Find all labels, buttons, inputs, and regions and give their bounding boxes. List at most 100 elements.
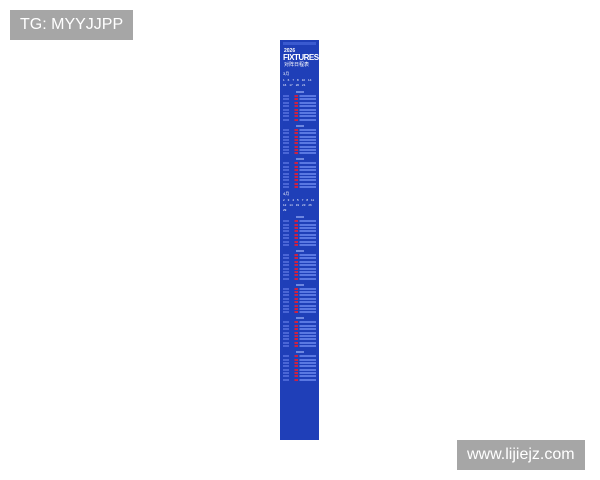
month-label: 4月: [283, 191, 290, 197]
fixture-block-header: [295, 216, 304, 219]
fixtures-poster: 2026 FIXTURES 对阵日程表 3月 1 6 7 8 10 14 16 17 20 21 4月…: [280, 40, 319, 440]
fixture-row: [283, 220, 316, 223]
fixture-row: [283, 375, 316, 378]
fixture-row: [283, 162, 316, 165]
month-sections: 3月 1 6 7 8 10 14 16 17 20 21 4月 2 3 4 5 7 8 11 12 14 19 23 26 29: [280, 71, 319, 381]
fixture-row: [283, 355, 316, 358]
fixture-block: [283, 249, 316, 280]
fixture-row: [283, 179, 316, 182]
match-day: 11: [311, 198, 315, 203]
fixture-row: [283, 358, 316, 361]
fixture-row: [283, 223, 316, 226]
fixture-row: [283, 138, 316, 141]
fixture-row: [283, 301, 316, 304]
fixture-row: [283, 165, 316, 168]
fixture-row: [283, 135, 316, 138]
fixture-row: [283, 128, 316, 131]
watermark-bottom-right: www.lijiejz.com: [457, 440, 585, 470]
match-day: 4: [292, 198, 295, 203]
fixture-row: [283, 338, 316, 341]
match-day: 20: [295, 83, 300, 87]
match-day: 12: [283, 203, 287, 208]
fixture-row: [283, 308, 316, 311]
fixture-row: [283, 105, 316, 108]
fixture-block: [283, 317, 316, 348]
fixture-row: [283, 297, 316, 300]
fixture-row: [283, 253, 316, 256]
fixture-row: [283, 145, 316, 148]
fixture-row: [283, 294, 316, 297]
fixture-row: [283, 115, 316, 118]
fixture-row: [283, 334, 316, 337]
fixture-row: [283, 186, 316, 189]
fixture-row: [283, 243, 316, 246]
fixture-row: [283, 274, 316, 277]
fixture-row: [283, 257, 316, 260]
fixture-row: [283, 149, 316, 152]
fixture-block: [283, 91, 316, 121]
match-day: 16: [283, 83, 287, 87]
fixture-row: [283, 95, 316, 97]
fixture-row: [283, 132, 316, 135]
fixture-row: [283, 108, 316, 111]
fixture-row: [283, 152, 316, 155]
month-section: 4月 2 3 4 5 7 8 11 12 14 19 23 26 29: [280, 191, 319, 381]
month-section: 3月 1 6 7 8 10 14 16 17 20 21: [280, 71, 319, 189]
match-day: 14: [289, 203, 293, 208]
fixture-row: [283, 172, 316, 175]
match-day: 3: [287, 198, 290, 203]
match-days: 1 6 7 8 10 14 16 17 20 21: [283, 78, 316, 87]
fixture-block-header: [295, 124, 304, 127]
match-day: 21: [302, 83, 306, 87]
fixture-row: [283, 264, 316, 267]
fixture-row: [283, 260, 316, 263]
fixture-row: [283, 230, 316, 233]
fixture-row: [283, 182, 316, 185]
fixture-row: [283, 287, 316, 290]
match-day: 2: [283, 198, 285, 203]
fixture-row: [283, 142, 316, 145]
poster-title: FIXTURES: [283, 53, 319, 62]
fixture-row: [283, 321, 316, 324]
fixture-row: [283, 240, 316, 243]
fixture-row: [283, 267, 316, 270]
match-day: 14: [308, 78, 312, 82]
fixture-block-header: [295, 283, 304, 286]
fixture-row: [283, 291, 316, 294]
fixture-row: [283, 101, 316, 104]
fixture-row: [283, 169, 316, 172]
fixture-row: [283, 118, 316, 121]
fixture-row: [283, 304, 316, 307]
fixture-row: [283, 365, 316, 368]
poster-year: 2026: [284, 48, 296, 54]
fixture-block: [283, 158, 316, 189]
fixture-row: [283, 237, 316, 240]
match-day: 5: [297, 198, 299, 203]
match-day: 8: [297, 78, 299, 82]
fixture-block-header: [295, 249, 304, 252]
fixture-row: [283, 233, 316, 236]
fixture-row: [283, 372, 316, 375]
match-day: 8: [306, 198, 309, 203]
fixture-row: [283, 341, 316, 344]
fixture-row: [283, 324, 316, 327]
match-day: 1: [283, 78, 285, 82]
watermark-top-left: TG: MYYJJPP: [10, 10, 134, 40]
match-day: 17: [289, 83, 293, 87]
match-day: 7: [301, 198, 304, 203]
fixture-block-header: [295, 158, 304, 161]
match-day: 23: [302, 203, 306, 208]
fixture-block: [283, 351, 316, 381]
fixture-row: [283, 361, 316, 364]
fixture-row: [283, 176, 316, 179]
fixture-block-header: [295, 91, 304, 93]
fixture-row: [283, 277, 316, 280]
fixture-row: [283, 270, 316, 273]
fixture-row: [283, 345, 316, 348]
fixture-row: [283, 98, 316, 101]
fixture-row: [283, 311, 316, 314]
fixture-block-header: [295, 351, 304, 354]
fixture-row: [283, 368, 316, 371]
fixture-row: [283, 378, 316, 381]
month-label: 3月: [283, 71, 290, 76]
